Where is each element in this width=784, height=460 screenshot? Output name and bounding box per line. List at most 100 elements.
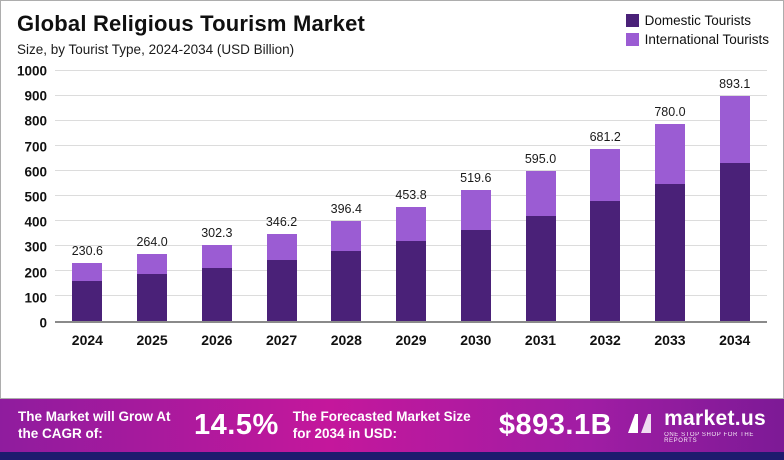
segment-domestic [654, 183, 685, 321]
legend-swatch [625, 14, 639, 27]
bar-group: 780.0 [638, 71, 703, 321]
segment-domestic [72, 280, 103, 321]
chart-legend: Domestic Tourists International Tourists [625, 11, 769, 57]
segment-international [72, 262, 103, 281]
marketus-logo-icon [626, 412, 656, 439]
x-tick-label: 2024 [71, 332, 103, 348]
bar-stack [331, 221, 362, 321]
y-tick-label: 600 [24, 164, 47, 180]
segment-international [460, 190, 491, 230]
gridline [55, 170, 767, 171]
x-tick-label: 2027 [265, 332, 298, 348]
bottom-strip [0, 452, 784, 460]
bar-value-label: 264.0 [136, 235, 168, 250]
segment-international [654, 124, 685, 184]
bar-stack [525, 171, 556, 321]
bar-stack [72, 262, 103, 321]
bar-group: 453.8 [379, 71, 444, 321]
bar-stack [590, 149, 621, 321]
segment-international [331, 221, 362, 252]
x-tick-label: 2025 [136, 332, 168, 348]
bar-group: 264.0 [120, 71, 185, 321]
segment-international [396, 206, 427, 242]
bar-value-label: 346.2 [265, 214, 298, 229]
chart-subtitle: Size, by Tourist Type, 2024-2034 (USD Bi… [17, 42, 295, 57]
segment-domestic [590, 201, 621, 321]
bar-value-label: 681.2 [589, 130, 621, 145]
y-tick-label: 300 [24, 239, 47, 255]
bar-group: 396.4 [314, 71, 379, 321]
x-tick-label: 2026 [201, 332, 233, 348]
segment-domestic [396, 241, 427, 321]
cagr-value: 14.5% [194, 409, 279, 441]
bar-group: 595.0 [508, 71, 573, 321]
bar-group: 230.6 [55, 71, 120, 321]
chart-header: Global Religious Tourism Market Size, by… [1, 1, 783, 57]
bar-value-label: 453.8 [395, 187, 427, 202]
bar-stack [654, 124, 685, 321]
segment-domestic [719, 162, 750, 321]
segment-domestic [525, 216, 556, 321]
plot-wrap: 0 100 200 300 400 500 600 700 800 900 1000 230.6 26… [9, 64, 767, 331]
y-tick-label: 1000 [16, 63, 47, 79]
brand-text: market.us One Stop Shop For The Reports [664, 407, 766, 444]
legend-label: Domestic Tourists [644, 13, 751, 28]
bar-group: 346.2 [249, 71, 314, 321]
title-block: Global Religious Tourism Market Size, by… [17, 11, 365, 57]
gridline [55, 95, 767, 96]
x-tick-label: 2033 [654, 332, 686, 348]
y-axis: 0 100 200 300 400 500 600 700 800 900 1000 [9, 64, 55, 331]
segment-international [137, 254, 168, 275]
segment-domestic [201, 267, 232, 321]
x-tick-label: 2031 [524, 332, 557, 348]
segment-domestic [137, 274, 168, 321]
y-tick-label: 700 [24, 139, 47, 155]
bar-stack [460, 190, 491, 321]
bar-value-label: 780.0 [654, 105, 686, 120]
segment-international [201, 244, 232, 268]
marketus-logo: market.us One Stop Shop For The Reports [626, 407, 766, 444]
legend-swatch [625, 33, 639, 46]
gridline [55, 120, 767, 121]
bar-value-label: 302.3 [201, 225, 233, 240]
segment-international [525, 171, 556, 217]
bar-value-label: 519.6 [460, 171, 492, 186]
x-tick-label: 2034 [719, 332, 751, 348]
cagr-banner: The Market will Grow At the CAGR of: 14.… [0, 399, 784, 452]
bar-group: 519.6 [443, 71, 508, 321]
x-tick-label: 2030 [460, 332, 492, 348]
segment-domestic [460, 229, 491, 321]
y-tick-label: 200 [24, 265, 47, 281]
bar-group: 681.2 [573, 71, 638, 321]
legend-item: International Tourists [625, 32, 769, 47]
bar-group: 302.3 [184, 71, 249, 321]
page-title: Global Religious Tourism Market [17, 11, 366, 36]
legend-item: Domestic Tourists [625, 13, 769, 28]
bar-stack [201, 244, 232, 321]
bar-stack [719, 95, 750, 321]
x-tick-label: 2028 [330, 332, 362, 348]
y-tick-label: 100 [24, 290, 47, 306]
bar-stack [266, 233, 297, 321]
segment-international [719, 95, 750, 163]
bar-value-label: 595.0 [524, 152, 557, 167]
chart-card: Global Religious Tourism Market Size, by… [0, 0, 784, 399]
bars-row: 230.6 264.0 302.3 346.2 396.4 453.8 519.6 595.0… [55, 71, 767, 321]
bar-stack [137, 254, 168, 321]
bar-value-label: 893.1 [719, 76, 751, 91]
segment-domestic [331, 251, 362, 321]
segment-domestic [266, 260, 297, 321]
y-tick-label: 0 [39, 315, 47, 331]
forecast-label: The Forecasted Market Size for 2034 in U… [292, 409, 471, 441]
y-tick-label: 500 [24, 189, 47, 205]
brand-tagline: One Stop Shop For The Reports [664, 432, 754, 444]
x-tick-label: 2032 [589, 332, 621, 348]
x-axis-labels: 2024 2025 2026 2027 2028 2029 2030 2031 2032 2033… [55, 323, 767, 348]
y-tick-label: 400 [24, 214, 47, 230]
bar-value-label: 230.6 [71, 243, 103, 258]
x-axis: 2024 2025 2026 2027 2028 2029 2030 2031 2032 2033… [9, 323, 767, 348]
legend-label: International Tourists [644, 32, 769, 47]
x-tick-label: 2029 [395, 332, 427, 348]
gridline [55, 195, 767, 196]
